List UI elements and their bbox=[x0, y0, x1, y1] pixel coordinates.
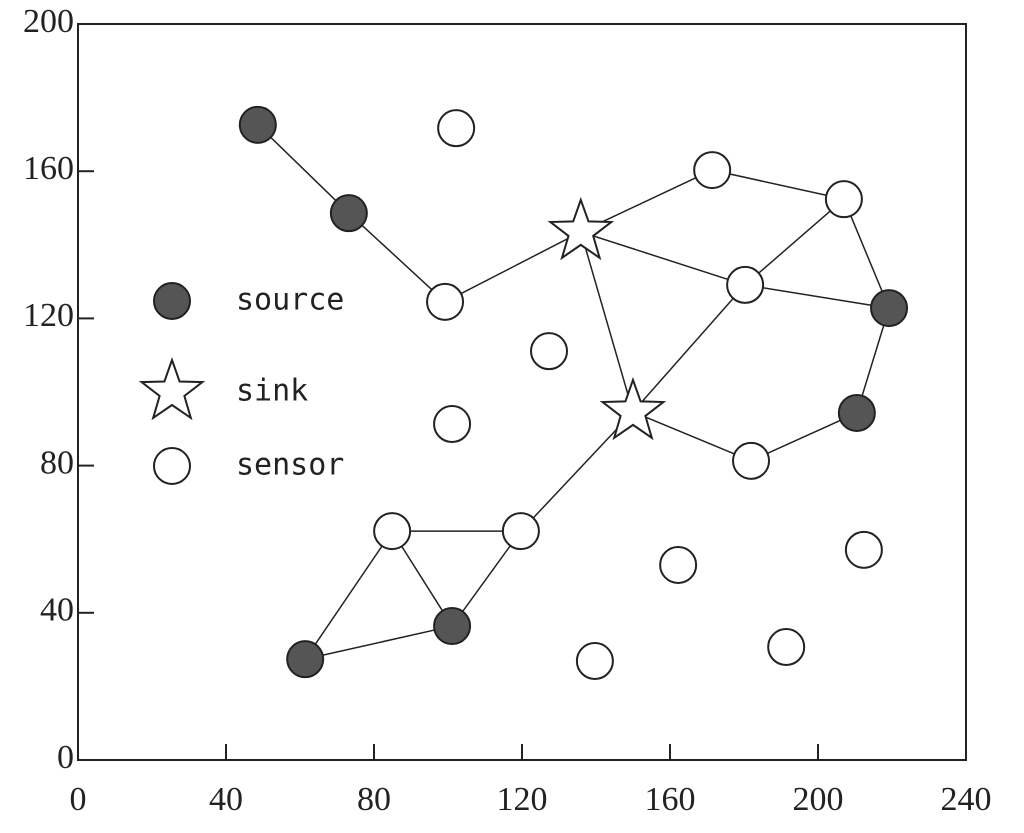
sensor-node bbox=[732, 441, 771, 480]
plot-frame bbox=[77, 23, 967, 761]
sensor-node bbox=[373, 512, 412, 551]
sink-node bbox=[599, 376, 667, 441]
edge bbox=[520, 411, 634, 532]
x-tick-label: 240 bbox=[941, 781, 992, 818]
source-node bbox=[329, 194, 368, 233]
edge bbox=[304, 530, 393, 660]
edge bbox=[305, 625, 453, 660]
sensor-node bbox=[501, 512, 540, 551]
edge bbox=[843, 198, 890, 309]
sink-node bbox=[547, 196, 615, 261]
edge bbox=[348, 212, 446, 303]
legend-marker bbox=[153, 447, 191, 485]
sensor-node bbox=[726, 265, 765, 304]
sensor-node bbox=[824, 180, 863, 219]
x-tick-label: 120 bbox=[497, 781, 548, 818]
sensor-node bbox=[844, 530, 883, 569]
edge bbox=[750, 412, 858, 462]
y-tick-label: 40 bbox=[40, 592, 74, 629]
legend-marker bbox=[138, 356, 206, 421]
x-tick-label: 160 bbox=[645, 781, 696, 818]
x-tick-label: 40 bbox=[209, 781, 243, 818]
sensor-node bbox=[437, 109, 476, 148]
sensor-node bbox=[659, 545, 698, 584]
edge bbox=[580, 231, 746, 286]
y-tick-label: 200 bbox=[23, 3, 74, 40]
sensor-node bbox=[426, 282, 465, 321]
edge bbox=[712, 169, 845, 200]
edge bbox=[580, 231, 634, 413]
source-node bbox=[238, 105, 277, 144]
y-tick-label: 0 bbox=[57, 739, 74, 776]
sensor-node bbox=[693, 151, 732, 190]
y-tick-label: 80 bbox=[40, 444, 74, 481]
y-tick-label: 160 bbox=[23, 150, 74, 187]
edge bbox=[744, 284, 890, 309]
edge bbox=[451, 530, 522, 627]
sensor-node bbox=[530, 332, 569, 371]
sensor-node bbox=[433, 405, 472, 444]
legend-label: sensor bbox=[236, 448, 344, 483]
y-tick-label: 120 bbox=[23, 297, 74, 334]
x-tick-label: 0 bbox=[70, 781, 87, 818]
edge bbox=[444, 231, 582, 303]
source-node bbox=[870, 289, 909, 328]
edge bbox=[632, 411, 752, 462]
x-tick-label: 200 bbox=[793, 781, 844, 818]
source-node bbox=[837, 393, 876, 432]
edge bbox=[257, 124, 350, 214]
x-tick-label: 80 bbox=[357, 781, 391, 818]
legend-label: source bbox=[236, 283, 344, 318]
edge bbox=[632, 284, 746, 413]
source-node bbox=[433, 607, 472, 646]
edge bbox=[744, 198, 845, 286]
sensor-node bbox=[575, 642, 614, 681]
sensor-node bbox=[767, 628, 806, 667]
legend-marker bbox=[153, 282, 191, 320]
legend-label: sink bbox=[236, 374, 308, 409]
source-node bbox=[286, 640, 325, 679]
